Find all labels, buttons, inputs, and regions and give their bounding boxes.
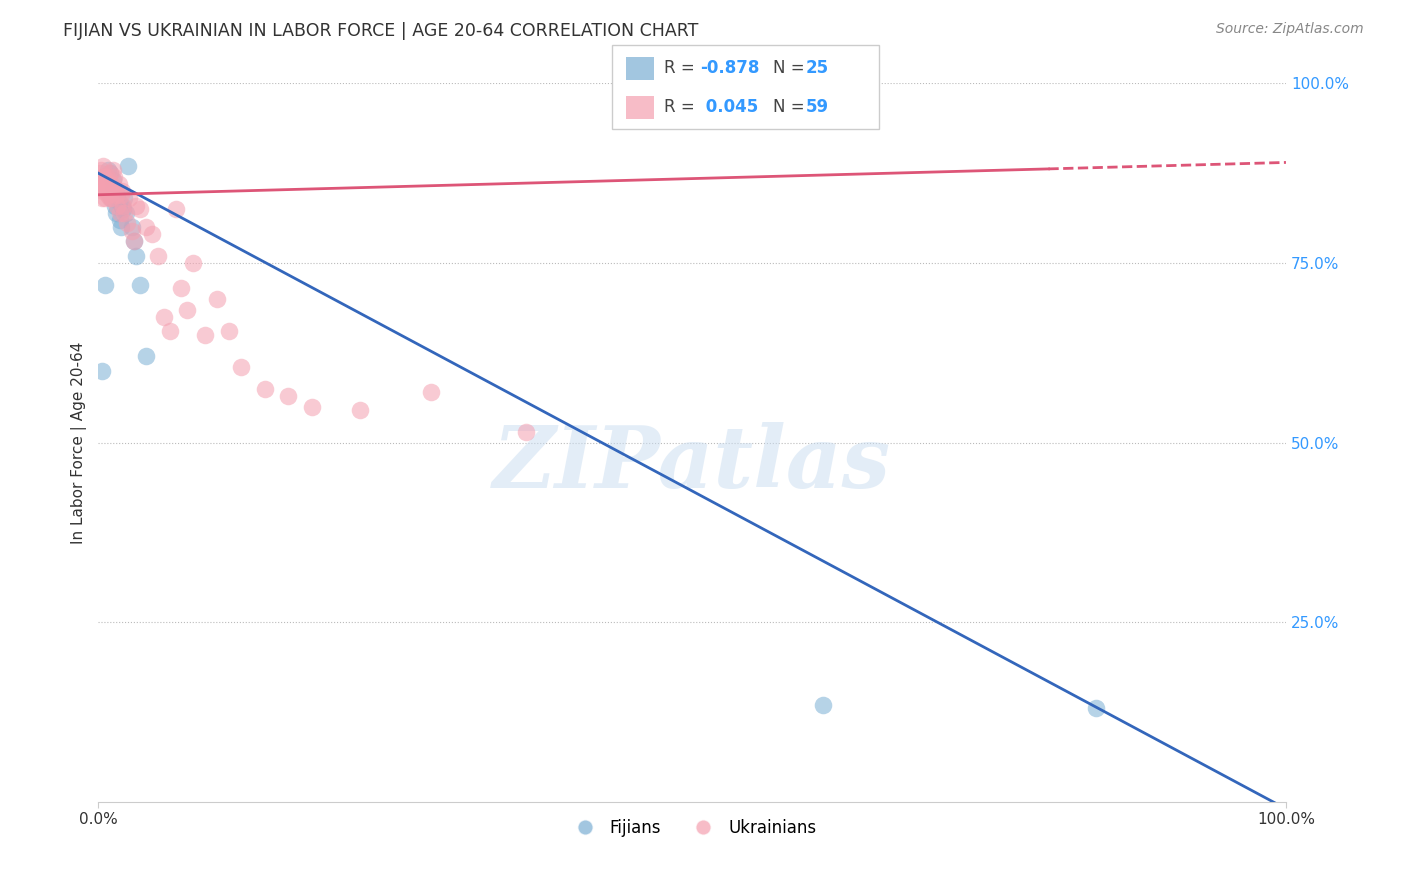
Point xyxy=(112,198,135,212)
Point xyxy=(101,162,124,177)
Point xyxy=(105,205,128,219)
Point xyxy=(98,184,121,198)
Text: ZIPatlas: ZIPatlas xyxy=(494,422,891,506)
Point xyxy=(229,360,252,375)
Point xyxy=(94,277,117,292)
Point xyxy=(114,205,136,219)
Point xyxy=(159,324,181,338)
Point xyxy=(94,173,117,187)
Point xyxy=(97,162,120,177)
Point xyxy=(118,191,141,205)
Point xyxy=(107,177,129,191)
Point xyxy=(253,382,276,396)
Point xyxy=(89,177,111,191)
Point xyxy=(98,191,121,205)
Point xyxy=(100,180,122,194)
Point xyxy=(96,169,118,184)
Point xyxy=(111,198,134,212)
Point xyxy=(90,180,112,194)
Point xyxy=(94,191,117,205)
Text: 59: 59 xyxy=(806,98,828,116)
Text: FIJIAN VS UKRAINIAN IN LABOR FORCE | AGE 20-64 CORRELATION CHART: FIJIAN VS UKRAINIAN IN LABOR FORCE | AGE… xyxy=(63,22,699,40)
Text: -0.878: -0.878 xyxy=(700,60,759,78)
Point xyxy=(125,198,148,212)
Point xyxy=(94,180,117,194)
Point xyxy=(112,202,135,216)
Point xyxy=(89,166,111,180)
Point xyxy=(419,385,441,400)
Point xyxy=(105,187,128,202)
Point xyxy=(122,235,145,249)
Point xyxy=(349,403,371,417)
Text: N =: N = xyxy=(773,98,810,116)
Text: R =: R = xyxy=(664,98,700,116)
Point xyxy=(121,220,143,235)
Point xyxy=(90,364,112,378)
Y-axis label: In Labor Force | Age 20-64: In Labor Force | Age 20-64 xyxy=(72,342,87,544)
Point xyxy=(111,184,134,198)
Point xyxy=(103,180,125,194)
Point xyxy=(165,202,187,216)
Point xyxy=(108,205,131,219)
Point xyxy=(93,169,115,184)
Legend: Fijians, Ukrainians: Fijians, Ukrainians xyxy=(561,813,823,844)
Point xyxy=(515,425,537,439)
Point xyxy=(103,169,125,184)
Point xyxy=(101,173,124,187)
Point xyxy=(105,187,128,202)
Point xyxy=(104,180,127,194)
Point xyxy=(277,389,299,403)
Point xyxy=(90,191,112,205)
Point xyxy=(91,184,114,198)
Text: 25: 25 xyxy=(806,60,828,78)
Point xyxy=(194,327,217,342)
Point xyxy=(105,198,128,212)
Point xyxy=(104,198,127,212)
Point xyxy=(96,184,118,198)
Point xyxy=(135,349,157,363)
Point xyxy=(97,177,120,191)
Point xyxy=(110,187,132,202)
Point xyxy=(93,177,115,191)
Point xyxy=(146,249,169,263)
Point xyxy=(218,324,240,338)
Point xyxy=(301,400,323,414)
Point xyxy=(90,162,112,177)
Point xyxy=(125,249,148,263)
Point xyxy=(117,159,139,173)
Point xyxy=(1084,701,1107,715)
Point xyxy=(100,177,122,191)
Point xyxy=(183,256,205,270)
Point xyxy=(98,166,121,180)
Point xyxy=(129,277,152,292)
Point xyxy=(114,205,136,219)
Point xyxy=(114,191,136,205)
Point xyxy=(205,292,228,306)
Point xyxy=(110,220,132,235)
Point xyxy=(170,281,193,295)
Point xyxy=(91,159,114,173)
Point xyxy=(98,166,121,180)
Point xyxy=(152,310,174,324)
Point xyxy=(100,191,122,205)
Point xyxy=(121,224,143,238)
Point xyxy=(108,213,131,227)
Point xyxy=(811,698,834,712)
Point xyxy=(115,217,138,231)
Text: N =: N = xyxy=(773,60,810,78)
Text: R =: R = xyxy=(664,60,700,78)
Point xyxy=(141,227,163,242)
Point xyxy=(129,202,152,216)
Point xyxy=(176,302,198,317)
Point xyxy=(97,187,120,202)
Text: Source: ZipAtlas.com: Source: ZipAtlas.com xyxy=(1216,22,1364,37)
Point xyxy=(101,191,124,205)
Point xyxy=(107,194,129,209)
Text: 0.045: 0.045 xyxy=(700,98,758,116)
Point xyxy=(135,220,157,235)
Point xyxy=(91,169,114,184)
Point xyxy=(122,235,145,249)
